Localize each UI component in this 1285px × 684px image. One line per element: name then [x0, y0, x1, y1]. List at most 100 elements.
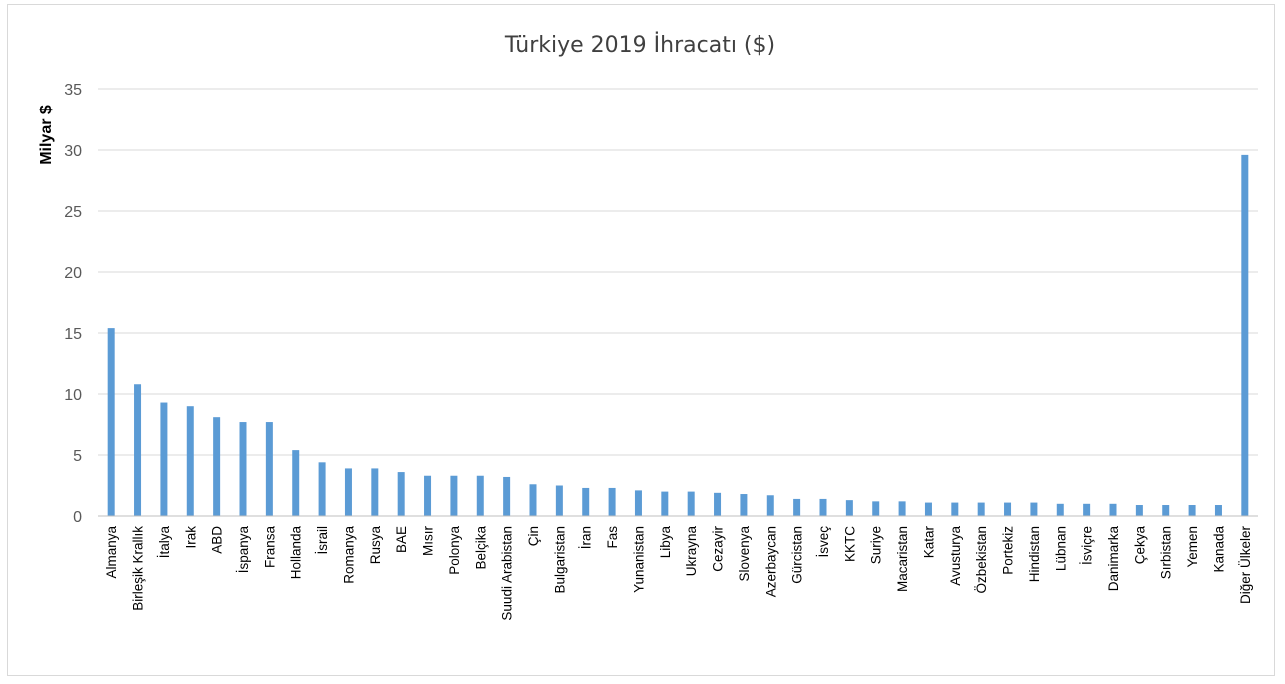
- bar: [213, 417, 221, 516]
- x-tick-label: Lübnan: [1053, 526, 1068, 571]
- y-tick-label: 15: [64, 326, 82, 343]
- bar: [687, 491, 695, 516]
- x-tick-label: Mısır: [421, 526, 436, 556]
- x-tick-label: Portekiz: [1001, 526, 1016, 575]
- x-tick-label: Gürcistan: [790, 526, 805, 584]
- y-axis-label: Milyar $: [38, 105, 55, 165]
- bar: [134, 384, 142, 516]
- y-tick-label: 35: [64, 82, 82, 99]
- bar: [107, 328, 115, 516]
- bar: [397, 472, 405, 516]
- x-tick-label: BAE: [394, 526, 409, 553]
- bar: [924, 502, 932, 516]
- bar: [582, 487, 590, 516]
- bar: [476, 475, 484, 516]
- bar: [265, 422, 273, 516]
- x-tick-label: İspanya: [236, 526, 251, 574]
- x-tick-label: Hindistan: [1027, 526, 1042, 582]
- x-tick-label: Çin: [526, 526, 541, 546]
- bar: [503, 476, 511, 516]
- bar: [344, 468, 352, 516]
- bar: [793, 498, 801, 516]
- bar: [951, 502, 959, 516]
- x-tick-label: İtalya: [157, 526, 172, 559]
- bar: [714, 492, 722, 516]
- bar: [186, 406, 194, 516]
- x-tick-label: Almanya: [104, 526, 119, 579]
- x-tick-label: Slovenya: [737, 526, 752, 582]
- bar: [239, 422, 247, 516]
- x-tick-label: Yemen: [1185, 526, 1200, 568]
- bar: [1188, 505, 1196, 516]
- x-tick-label: Bulgaristan: [552, 526, 567, 594]
- bar: [1214, 505, 1222, 516]
- y-tick-label: 10: [64, 387, 82, 404]
- bar: [292, 450, 300, 516]
- x-tick-label: Avusturya: [948, 526, 963, 586]
- x-tick-label: Diğer Ülkeler: [1238, 526, 1253, 605]
- x-tick-label: Suriye: [869, 526, 884, 564]
- y-tick-labels: 0 5 10 15 20 25 30 35: [64, 82, 82, 526]
- y-tick-label: 20: [64, 265, 82, 282]
- x-tick-label: Sırbistan: [1159, 526, 1174, 579]
- x-tick-label: ABD: [210, 526, 225, 554]
- x-tick-label: Özbekistan: [974, 526, 989, 594]
- x-tick-label: Macaristan: [895, 526, 910, 592]
- x-tick-label: Çekya: [1132, 526, 1147, 565]
- bar: [634, 490, 642, 516]
- x-tick-label: Romanya: [341, 526, 356, 584]
- gridlines: [98, 88, 1258, 456]
- bar: [529, 484, 537, 516]
- bar: [160, 402, 168, 516]
- bar: [1083, 503, 1091, 516]
- bars: [107, 154, 1249, 516]
- bar: [1056, 503, 1064, 516]
- bar: [371, 468, 379, 516]
- bar: [1162, 505, 1170, 516]
- chart-frame: [7, 4, 1275, 676]
- x-tick-label: Danimarka: [1106, 526, 1121, 592]
- bar: [898, 501, 906, 516]
- x-tick-label: Libya: [658, 526, 673, 559]
- bar: [555, 485, 563, 516]
- x-tick-label: Ukrayna: [684, 526, 699, 577]
- bar: [608, 487, 616, 516]
- bar: [1241, 154, 1249, 516]
- x-tick-label: Katar: [921, 526, 936, 559]
- x-tick-label: Suudi Arabistan: [500, 526, 515, 621]
- x-tick-label: İsrail: [315, 526, 330, 555]
- x-tick-label: İsviçre: [1080, 526, 1095, 565]
- x-tick-label: Hollanda: [289, 526, 304, 580]
- bar: [845, 500, 853, 516]
- x-tick-label: Yunanistan: [631, 526, 646, 593]
- bar: [450, 475, 458, 516]
- y-tick-label: 30: [64, 143, 82, 160]
- x-tick-label: Cezayir: [711, 526, 726, 572]
- bar: [766, 495, 774, 516]
- x-tick-label: Belçika: [473, 526, 488, 570]
- y-tick-label: 0: [73, 509, 82, 526]
- x-tick-label: Irak: [183, 526, 198, 549]
- chart-title: Türkiye 2019 İhracatı ($): [504, 32, 775, 58]
- x-tick-label: KKTC: [842, 526, 857, 562]
- bar: [318, 462, 326, 516]
- x-tick-labels: Almanya Birleşik Krallık İtalya Irak ABD İspa…: [104, 526, 1253, 621]
- x-tick-label: Rusya: [368, 526, 383, 565]
- bar: [740, 494, 748, 516]
- bar: [1109, 503, 1117, 516]
- y-tick-label: 25: [64, 204, 82, 221]
- x-tick-label: Birleşik Krallık: [131, 526, 146, 611]
- x-tick-label: Fransa: [262, 526, 277, 569]
- x-tick-label: Kanada: [1211, 526, 1226, 573]
- y-tick-label: 5: [73, 448, 82, 465]
- x-tick-label: Azerbaycan: [763, 526, 778, 597]
- bar: [1135, 505, 1143, 516]
- bar: [977, 502, 985, 516]
- x-tick-label: İsveç: [816, 526, 831, 558]
- bar: [872, 501, 880, 516]
- x-tick-label: Polonya: [447, 526, 462, 575]
- bar: [819, 498, 827, 516]
- bar: [424, 475, 432, 516]
- x-tick-label: İran: [579, 526, 594, 549]
